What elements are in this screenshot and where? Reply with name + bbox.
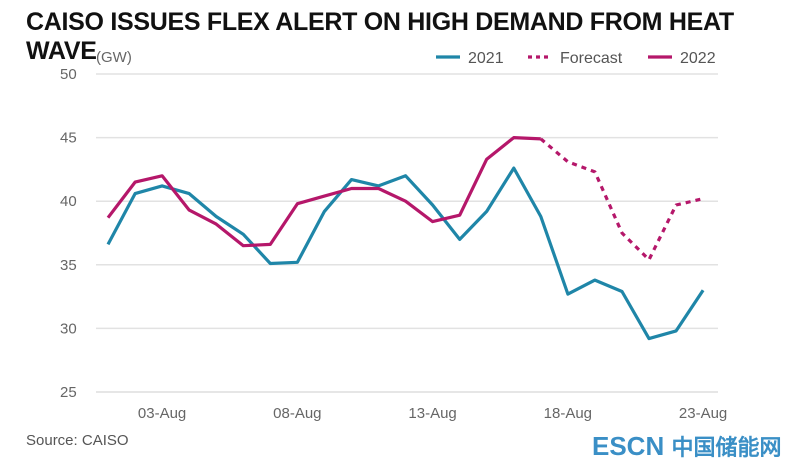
legend-label: 2022 — [680, 50, 716, 67]
series-line-forecast — [539, 137, 704, 262]
source-note: Source: CAISO — [26, 432, 129, 449]
series-line-2022 — [106, 136, 541, 248]
chart-title: CAISO ISSUES FLEX ALERT ON HIGH DEMAND F… — [26, 8, 734, 65]
x-tick-label: 23-Aug — [679, 405, 727, 422]
y-tick-label: 45 — [60, 130, 77, 147]
y-tick-label: 25 — [60, 384, 77, 401]
x-tick-label: 03-Aug — [138, 405, 186, 422]
y-tick-label: 40 — [60, 193, 77, 210]
x-tick-label: 18-Aug — [544, 405, 592, 422]
x-tick-label: 13-Aug — [408, 405, 456, 422]
legend-label: 2021 — [468, 50, 504, 67]
escn-logo: ESCN 中国储能网 — [592, 430, 782, 462]
y-tick-label: 30 — [60, 320, 77, 337]
y-axis-unit: (GW) — [96, 49, 132, 66]
logo-latin: ESCN — [592, 431, 665, 461]
y-tick-label: 35 — [60, 257, 77, 274]
logo-cjk: 中国储能网 — [671, 435, 782, 460]
legend-label: Forecast — [560, 50, 623, 67]
x-tick-label: 08-Aug — [273, 405, 321, 422]
y-tick-label: 50 — [60, 66, 77, 83]
series-line-2021 — [106, 166, 705, 341]
